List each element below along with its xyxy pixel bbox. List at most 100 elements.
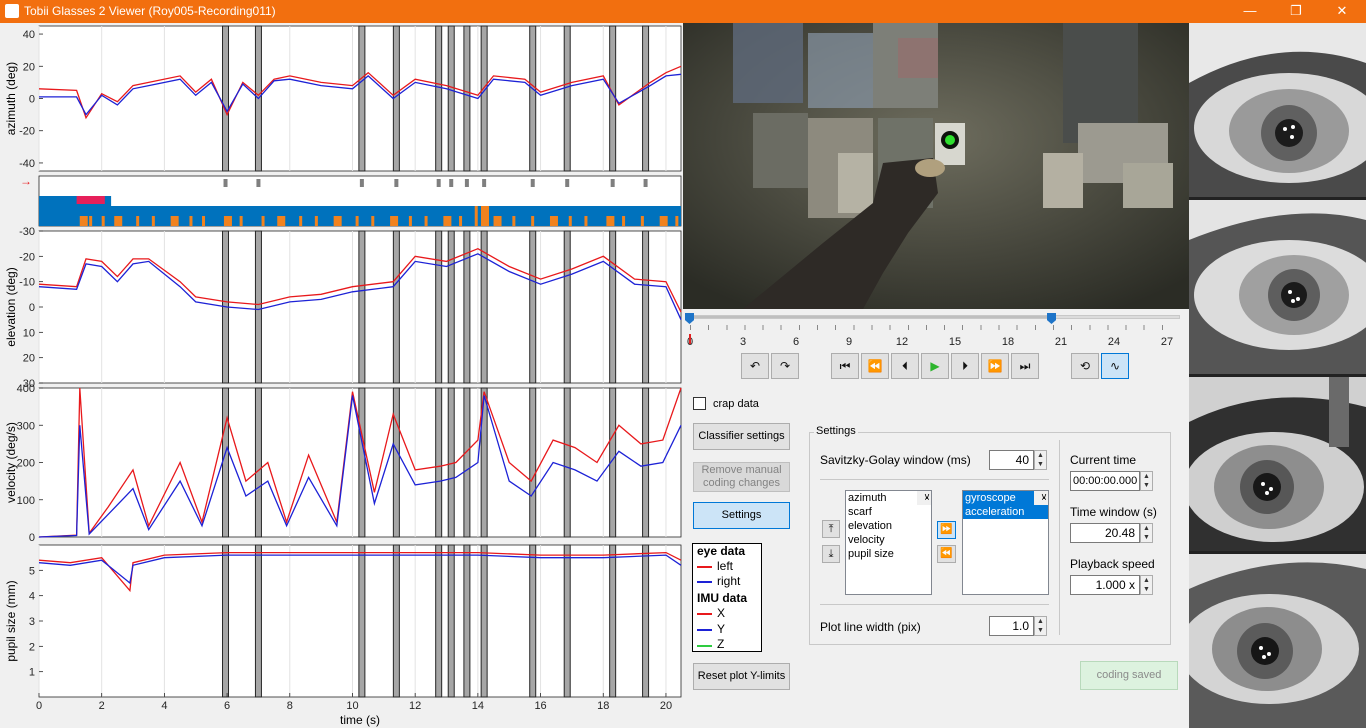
eye-camera-4 xyxy=(1189,554,1366,728)
pupil-event-marker xyxy=(435,544,443,698)
timeline-slider[interactable] xyxy=(685,313,1182,333)
scarf-orange-segment xyxy=(299,216,303,226)
playback-speed-input[interactable]: 1.000 x xyxy=(1070,575,1140,595)
move-down-button[interactable]: ⤓ xyxy=(822,545,840,563)
selected-signals-list[interactable]: gyroscope acceleration ^ v xyxy=(962,490,1049,595)
settings-button[interactable]: Settings xyxy=(693,502,790,529)
legend-imu-header: IMU data xyxy=(697,591,748,605)
legend-z: Z xyxy=(717,637,725,651)
elevation-ylabel: elevation (deg) xyxy=(4,267,18,346)
title-bar: Tobii Glasses 2 Viewer (Roy005-Recording… xyxy=(0,0,1366,23)
remove-manual-line1: Remove manual xyxy=(701,464,782,476)
xtick-label: 10 xyxy=(346,700,358,712)
scarf-orange-segment xyxy=(151,216,155,226)
close-button[interactable]: ✕ xyxy=(1336,3,1348,18)
available-item[interactable]: pupil size xyxy=(848,548,894,560)
scarf-orange-segment xyxy=(314,216,318,226)
app-icon xyxy=(5,4,19,18)
available-list-scrollbar[interactable]: ^ v xyxy=(917,491,931,505)
xtick-label: 4 xyxy=(161,700,167,712)
velocity-ytick-label: 200 xyxy=(17,458,35,470)
elevation-ytick-label: -10 xyxy=(19,277,35,289)
scarf-orange-segment xyxy=(474,206,478,226)
settings-divider-2 xyxy=(820,604,1049,605)
line-width-input[interactable]: 1.0 xyxy=(989,616,1034,636)
loop-button[interactable]: ⟲ xyxy=(1071,353,1099,379)
xtick-label: 16 xyxy=(534,700,546,712)
azimuth-event-marker xyxy=(358,25,366,172)
selected-item[interactable]: gyroscope xyxy=(963,491,1048,505)
pupil-event-marker xyxy=(480,544,488,698)
rotate-left-button[interactable]: ↶ xyxy=(741,353,769,379)
scarf-orange-segment xyxy=(659,216,668,226)
minimize-button[interactable]: — xyxy=(1243,3,1257,18)
line-width-spinner[interactable]: ▲ ▼ xyxy=(1034,616,1047,636)
current-time-spinner[interactable]: ▲ ▼ xyxy=(1140,471,1153,491)
classifier-settings-button[interactable]: Classifier settings xyxy=(693,423,790,450)
remove-signal-button[interactable]: ⏪ xyxy=(937,545,956,563)
scarf-event-tick xyxy=(436,179,441,187)
step-backward-button[interactable]: ⏴ xyxy=(891,353,919,379)
scarf-orange-segment xyxy=(584,216,588,226)
go-to-start-button[interactable]: ⏮ xyxy=(831,353,859,379)
available-item[interactable]: velocity xyxy=(848,534,885,546)
eye-camera-2 xyxy=(1189,200,1366,374)
available-item[interactable]: azimuth xyxy=(848,492,887,504)
go-to-end-button[interactable]: ⏭ xyxy=(1011,353,1039,379)
scarf-orange-segment xyxy=(239,216,243,226)
slider-handle-start[interactable] xyxy=(685,313,694,324)
available-item[interactable]: scarf xyxy=(848,506,872,518)
pupil-event-marker xyxy=(463,544,471,698)
scarf-orange-segment xyxy=(622,216,626,226)
slider-handle-end[interactable] xyxy=(1047,313,1056,324)
legend-z-swatch xyxy=(697,645,712,647)
maximize-button[interactable]: ❐ xyxy=(1290,3,1302,18)
scarf-orange-segment xyxy=(481,206,490,226)
azimuth-ylabel: azimuth (deg) xyxy=(4,62,18,135)
azimuth-event-marker xyxy=(529,25,537,172)
azimuth-event-marker xyxy=(642,25,650,172)
elevation-event-marker xyxy=(254,230,262,384)
sine-wave-button[interactable]: ∿ xyxy=(1101,353,1129,379)
time-window-input[interactable]: 20.48 xyxy=(1070,523,1140,543)
remove-manual-line2: coding changes xyxy=(702,477,781,489)
plot-area[interactable]: 40 20 0 -20 -40 azimuth (deg) -30 -20 -10 0 10 20 30… xyxy=(0,23,685,728)
add-signal-button[interactable]: ⏩ xyxy=(937,521,956,539)
scarf-band-top xyxy=(39,196,112,206)
current-time-input[interactable]: 00:00:00.000 xyxy=(1070,471,1140,491)
sg-window-input[interactable]: 40 xyxy=(989,450,1034,470)
pupil-event-marker xyxy=(254,544,262,698)
timeline-tick-label: 18 xyxy=(1001,336,1015,348)
play-button[interactable]: ▶ xyxy=(921,353,949,379)
azimuth-ytick-label: 40 xyxy=(23,29,35,41)
playback-speed-spinner[interactable]: ▲ ▼ xyxy=(1140,575,1153,595)
crap-data-checkbox[interactable] xyxy=(693,397,706,410)
velocity-event-marker xyxy=(222,387,230,538)
step-forward-button[interactable]: ⏵ xyxy=(951,353,979,379)
scarf-orange-segment xyxy=(493,216,502,226)
elevation-event-marker xyxy=(463,230,471,384)
elevation-ytick-label: 20 xyxy=(23,353,35,365)
rotate-right-button[interactable]: ↷ xyxy=(771,353,799,379)
available-item[interactable]: elevation xyxy=(848,520,893,532)
remove-manual-changes-button[interactable]: Remove manual coding changes xyxy=(693,462,790,492)
selected-item[interactable]: acceleration xyxy=(963,505,1048,519)
coding-saved-button[interactable]: coding saved xyxy=(1080,661,1178,690)
time-window-spinner[interactable]: ▲ ▼ xyxy=(1140,523,1153,543)
scarf-orange-segment xyxy=(459,216,463,226)
scarf-orange-segment xyxy=(355,216,359,226)
scarf-orange-segment xyxy=(277,216,286,226)
xtick-label: 18 xyxy=(597,700,609,712)
elevation-event-marker xyxy=(480,230,488,384)
available-signals-list[interactable]: azimuth scarf elevation velocity pupil s… xyxy=(845,490,932,595)
move-up-button[interactable]: ⤒ xyxy=(822,520,840,538)
reset-plot-ylimits-button[interactable]: Reset plot Y-limits xyxy=(693,663,790,690)
sg-window-spinner[interactable]: ▲ ▼ xyxy=(1034,450,1047,470)
pupil-event-marker xyxy=(222,544,230,698)
selected-list-scrollbar[interactable]: ^ v xyxy=(1034,491,1048,505)
fast-forward-button[interactable]: ⏩ xyxy=(981,353,1009,379)
scarf-orange-segment xyxy=(136,216,140,226)
fast-backward-button[interactable]: ⏪ xyxy=(861,353,889,379)
settings-panel xyxy=(809,432,1171,645)
